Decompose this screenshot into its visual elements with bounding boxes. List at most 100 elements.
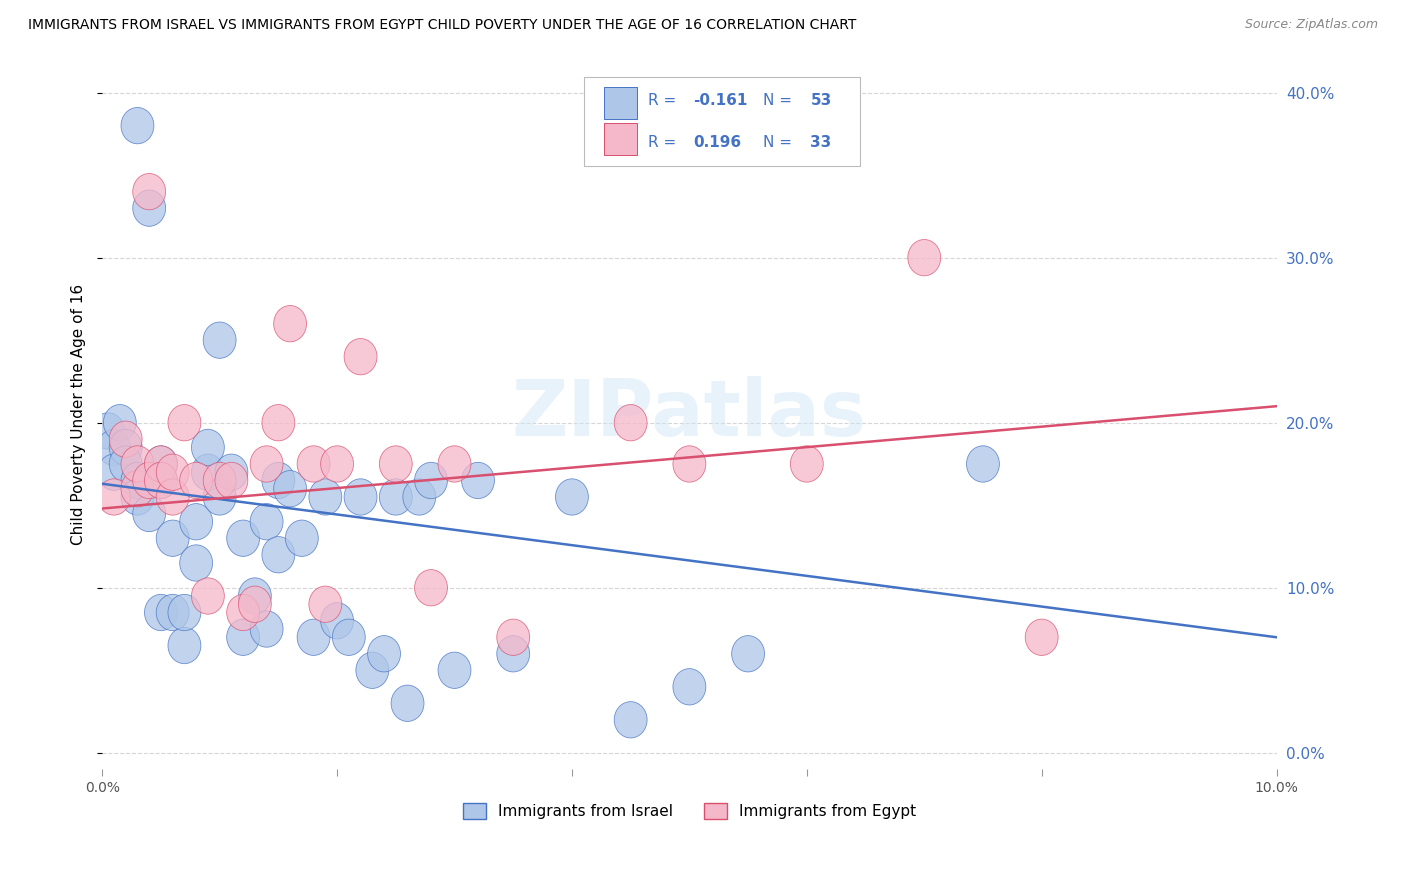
Ellipse shape	[204, 462, 236, 499]
Ellipse shape	[274, 306, 307, 342]
Ellipse shape	[966, 446, 1000, 482]
Ellipse shape	[121, 107, 153, 144]
Ellipse shape	[121, 446, 153, 482]
Ellipse shape	[97, 429, 131, 466]
Ellipse shape	[555, 479, 588, 516]
Ellipse shape	[380, 446, 412, 482]
Ellipse shape	[180, 504, 212, 540]
Ellipse shape	[121, 471, 153, 507]
Ellipse shape	[908, 239, 941, 276]
Ellipse shape	[226, 520, 260, 557]
Ellipse shape	[132, 495, 166, 532]
Ellipse shape	[110, 446, 142, 482]
Ellipse shape	[380, 479, 412, 516]
Ellipse shape	[344, 479, 377, 516]
Ellipse shape	[415, 570, 447, 606]
Ellipse shape	[191, 454, 225, 491]
Ellipse shape	[439, 652, 471, 689]
Ellipse shape	[156, 479, 190, 516]
Ellipse shape	[297, 619, 330, 656]
Ellipse shape	[226, 619, 260, 656]
Ellipse shape	[321, 603, 353, 639]
Ellipse shape	[404, 479, 436, 516]
Y-axis label: Child Poverty Under the Age of 16: Child Poverty Under the Age of 16	[72, 284, 86, 545]
Ellipse shape	[191, 429, 225, 466]
Ellipse shape	[367, 636, 401, 672]
Ellipse shape	[344, 339, 377, 375]
FancyBboxPatch shape	[603, 87, 637, 120]
Ellipse shape	[121, 479, 153, 516]
Ellipse shape	[309, 479, 342, 516]
Ellipse shape	[121, 462, 153, 499]
Ellipse shape	[215, 454, 247, 491]
Ellipse shape	[673, 669, 706, 705]
Ellipse shape	[239, 578, 271, 615]
Ellipse shape	[180, 545, 212, 582]
FancyBboxPatch shape	[583, 78, 859, 166]
Text: Source: ZipAtlas.com: Source: ZipAtlas.com	[1244, 18, 1378, 31]
Ellipse shape	[97, 454, 131, 491]
Ellipse shape	[1025, 619, 1059, 656]
Ellipse shape	[204, 479, 236, 516]
Ellipse shape	[262, 462, 295, 499]
Ellipse shape	[110, 421, 142, 458]
Ellipse shape	[204, 322, 236, 359]
FancyBboxPatch shape	[603, 123, 637, 155]
Ellipse shape	[274, 471, 307, 507]
Text: R =: R =	[648, 93, 682, 108]
Ellipse shape	[215, 462, 247, 499]
Ellipse shape	[145, 594, 177, 631]
Ellipse shape	[731, 636, 765, 672]
Ellipse shape	[91, 413, 125, 449]
Ellipse shape	[285, 520, 318, 557]
Ellipse shape	[250, 611, 283, 648]
Ellipse shape	[110, 429, 142, 466]
Ellipse shape	[356, 652, 388, 689]
Text: N =: N =	[763, 135, 797, 150]
Ellipse shape	[391, 685, 425, 722]
Ellipse shape	[239, 586, 271, 623]
Ellipse shape	[167, 627, 201, 664]
Ellipse shape	[673, 446, 706, 482]
Ellipse shape	[156, 520, 190, 557]
Ellipse shape	[415, 462, 447, 499]
Text: N =: N =	[763, 93, 797, 108]
Text: R =: R =	[648, 135, 682, 150]
Text: IMMIGRANTS FROM ISRAEL VS IMMIGRANTS FROM EGYPT CHILD POVERTY UNDER THE AGE OF 1: IMMIGRANTS FROM ISRAEL VS IMMIGRANTS FRO…	[28, 18, 856, 32]
Ellipse shape	[439, 446, 471, 482]
Ellipse shape	[145, 446, 177, 482]
Ellipse shape	[104, 405, 136, 441]
Ellipse shape	[145, 446, 177, 482]
Ellipse shape	[321, 446, 353, 482]
Text: ZIPatlas: ZIPatlas	[512, 376, 868, 452]
Ellipse shape	[309, 586, 342, 623]
Ellipse shape	[461, 462, 495, 499]
Ellipse shape	[132, 462, 166, 499]
Ellipse shape	[614, 702, 647, 738]
Legend: Immigrants from Israel, Immigrants from Egypt: Immigrants from Israel, Immigrants from …	[457, 797, 922, 825]
Ellipse shape	[226, 594, 260, 631]
Ellipse shape	[132, 190, 166, 227]
Ellipse shape	[297, 446, 330, 482]
Ellipse shape	[156, 594, 190, 631]
Ellipse shape	[262, 537, 295, 573]
Ellipse shape	[180, 462, 212, 499]
Ellipse shape	[97, 479, 131, 516]
Ellipse shape	[262, 405, 295, 441]
Ellipse shape	[167, 594, 201, 631]
Ellipse shape	[496, 619, 530, 656]
Text: 0.196: 0.196	[693, 135, 741, 150]
Ellipse shape	[132, 173, 166, 210]
Ellipse shape	[250, 446, 283, 482]
Ellipse shape	[191, 578, 225, 615]
Ellipse shape	[145, 462, 177, 499]
Text: 53: 53	[810, 93, 831, 108]
Ellipse shape	[790, 446, 824, 482]
Ellipse shape	[156, 454, 190, 491]
Ellipse shape	[614, 405, 647, 441]
Ellipse shape	[496, 636, 530, 672]
Ellipse shape	[250, 504, 283, 540]
Ellipse shape	[145, 462, 177, 499]
Ellipse shape	[332, 619, 366, 656]
Text: 33: 33	[810, 135, 831, 150]
